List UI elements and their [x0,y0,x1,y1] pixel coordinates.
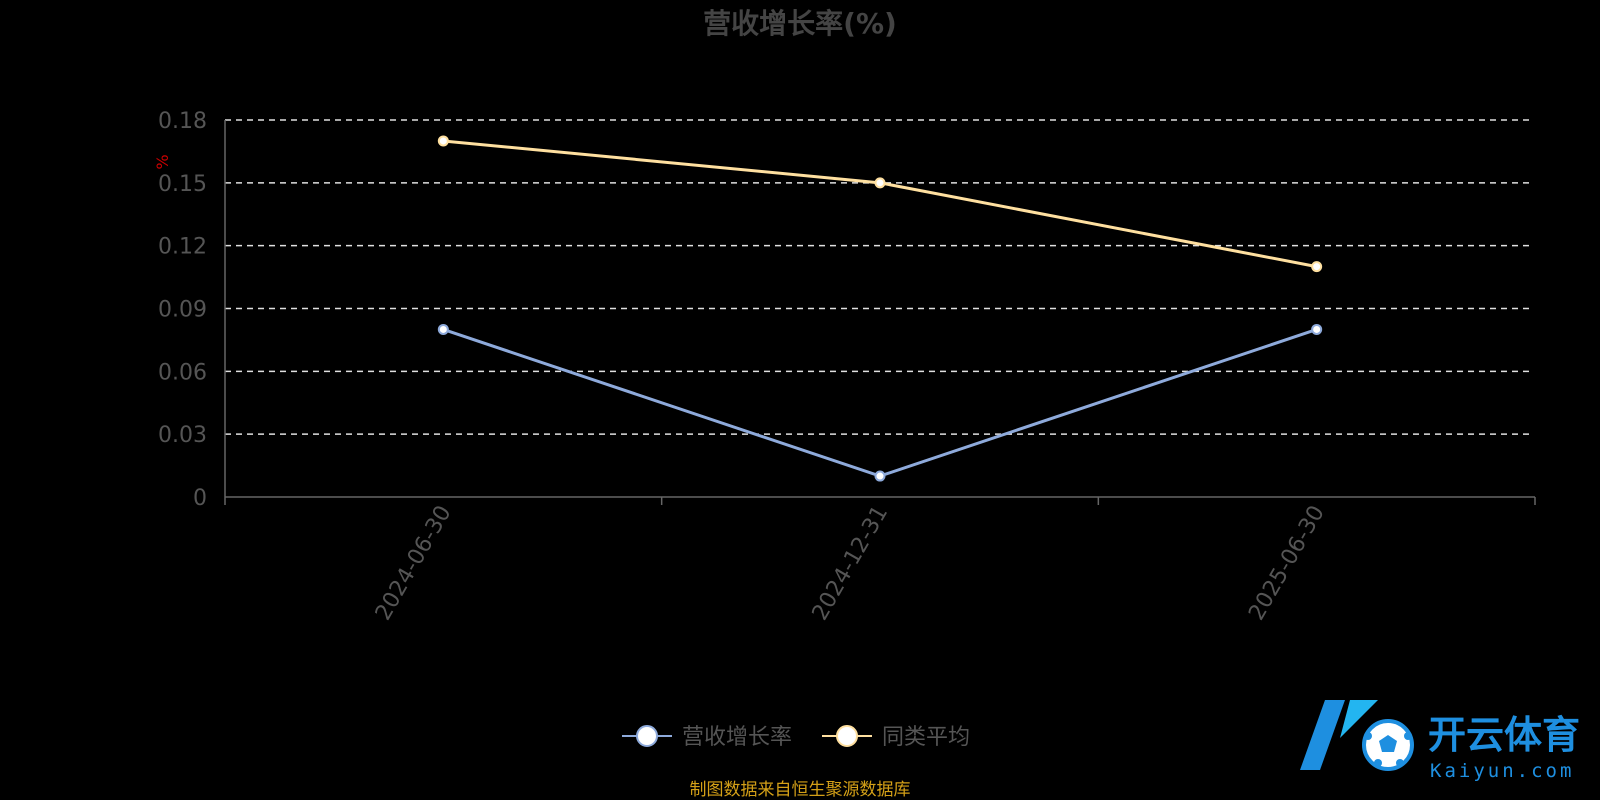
legend-item-0[interactable]: 营收增长率 [622,725,792,750]
data-point-1-0[interactable] [437,135,449,147]
watermark-cn: 开云体育 [1428,713,1580,757]
watermark: 开云体育 Kaiyun.com [1300,700,1580,782]
y-axis-unit: % [153,154,172,169]
grid-lines [225,119,1530,435]
legend-label-1: 同类平均 [882,725,970,750]
y-tick-label-2: 0.06 [158,360,207,385]
x-tick-label-1: 2024-12-31 [808,502,894,625]
watermark-en: Kaiyun.com [1430,760,1574,782]
x-tick-label-0: 2024-06-30 [371,502,457,625]
chart-title: 营收增长率(%) [703,7,897,40]
x-tick-label-2: 2025-06-30 [1244,502,1330,625]
data-point-1-2[interactable] [1311,261,1323,273]
legend-item-1[interactable]: 同类平均 [822,725,970,750]
data-point-0-0[interactable] [437,323,449,335]
legend[interactable]: 营收增长率 同类平均 [622,725,970,750]
y-tick-label-0: 0 [193,486,207,511]
axes [224,120,1536,505]
source-note: 制图数据来自恒生聚源数据库 [690,780,911,800]
legend-marker-0 [636,725,658,747]
legend-label-0: 营收增长率 [682,725,792,750]
data-point-1-1[interactable] [874,177,886,189]
y-tick-label-5: 0.15 [158,172,207,197]
series-lines [437,135,1323,482]
y-tick-label-4: 0.12 [158,235,207,260]
series-line-1 [443,139,1317,269]
x-tick-labels: 2024-06-30 2024-12-31 2025-06-30 [371,502,1330,625]
y-tick-label-1: 0.03 [158,423,207,448]
y-tick-label-6: 0.18 [158,109,207,134]
legend-marker-1 [836,725,858,747]
y-tick-label-3: 0.09 [158,298,207,323]
soccer-ball-k-logo-icon [1300,700,1414,771]
data-point-0-2[interactable] [1311,323,1323,335]
series-line-0 [442,328,1318,478]
data-point-0-1[interactable] [874,470,886,482]
y-tick-labels: 0 0.03 0.06 0.09 0.12 0.15 0.18 [158,109,207,511]
